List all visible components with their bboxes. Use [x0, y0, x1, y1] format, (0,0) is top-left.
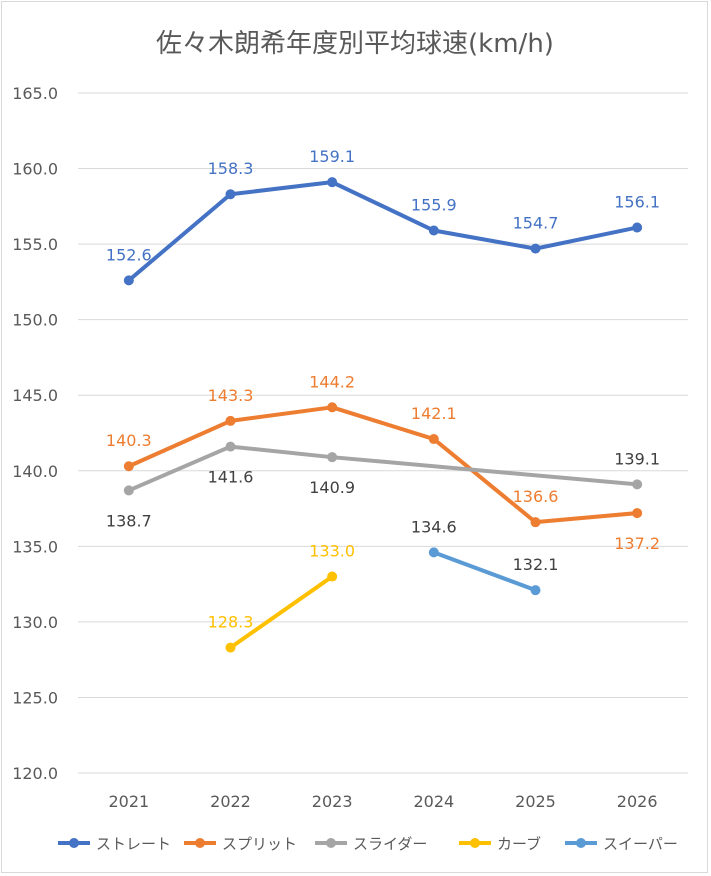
data-point — [632, 479, 643, 490]
data-label: 152.6 — [106, 245, 152, 264]
data-label: 156.1 — [614, 192, 660, 211]
series-line — [431, 550, 538, 593]
grid-lines — [78, 92, 688, 774]
data-point — [225, 642, 236, 653]
data-label: 137.2 — [614, 534, 660, 553]
data-point — [123, 461, 134, 472]
data-point — [225, 189, 236, 200]
data-point — [632, 508, 643, 519]
data-point — [225, 441, 236, 452]
chart-title: 佐々木朗希年度別平均球速(km/h) — [156, 29, 554, 59]
data-label: 139.1 — [614, 449, 660, 468]
x-tick-label: 2025 — [515, 792, 556, 811]
data-label: 159.1 — [309, 147, 355, 166]
y-tick-label: 160.0 — [12, 160, 58, 179]
data-label: 134.6 — [411, 517, 457, 536]
legend-marker — [195, 838, 205, 848]
data-label: 138.7 — [106, 511, 152, 530]
series-スライダー — [123, 441, 643, 496]
data-point — [530, 517, 541, 528]
data-point — [123, 275, 134, 286]
data-labels: 152.6 158.3 159.1 155.9 154.7 156.1 140.3 143.3… — [106, 147, 660, 631]
legend-item: スライダー — [315, 835, 427, 853]
data-label: 154.7 — [513, 214, 559, 233]
legend-item: スイーパー — [565, 835, 678, 853]
legend: ストレート スプリット スライダー カーブ スイーパー — [58, 835, 678, 853]
data-label: 136.6 — [513, 487, 559, 506]
series-スイーパー — [428, 547, 541, 596]
legend-label: ストレート — [96, 835, 171, 853]
y-tick-label: 125.0 — [12, 688, 58, 707]
data-label: 144.2 — [309, 372, 355, 391]
series-group — [123, 177, 643, 653]
x-tick-label: 2023 — [312, 792, 353, 811]
series-カーブ — [225, 571, 338, 653]
x-tick-label: 2026 — [617, 792, 658, 811]
legend-label: カーブ — [497, 835, 541, 853]
data-point — [530, 243, 541, 254]
legend-label: スイーパー — [603, 835, 678, 853]
legend-item: ストレート — [58, 835, 171, 853]
data-label: 132.1 — [513, 555, 559, 574]
data-point — [225, 415, 236, 426]
series-line — [126, 444, 640, 493]
data-point — [428, 547, 439, 558]
data-label: 141.6 — [208, 468, 254, 487]
data-point — [632, 222, 643, 233]
y-axis-ticks: 120.0 125.0 130.0 135.0 140.0 145.0 150.0 155.0… — [12, 84, 58, 783]
y-tick-label: 165.0 — [12, 84, 58, 103]
data-label: 133.0 — [309, 542, 355, 561]
series-line — [228, 574, 335, 650]
legend-label: スライダー — [353, 835, 427, 853]
data-label: 128.3 — [208, 613, 254, 632]
data-label: 142.1 — [411, 404, 457, 423]
data-label: 143.3 — [208, 386, 254, 405]
x-axis-ticks: 2021 2022 2023 2024 2025 2026 — [108, 792, 657, 811]
legend-label: スプリット — [222, 835, 297, 853]
legend-item: スプリット — [184, 835, 297, 853]
series-line — [126, 405, 640, 525]
series-スプリット — [123, 402, 643, 528]
legend-marker — [326, 838, 336, 848]
y-tick-label: 120.0 — [12, 764, 58, 783]
y-tick-label: 140.0 — [12, 462, 58, 481]
data-point — [327, 177, 338, 188]
data-point — [327, 402, 338, 413]
data-point — [530, 585, 541, 596]
legend-marker — [576, 838, 586, 848]
y-tick-label: 145.0 — [12, 386, 58, 405]
legend-marker — [69, 838, 79, 848]
data-label: 158.3 — [208, 159, 254, 178]
series-ストレート — [123, 177, 643, 286]
x-tick-label: 2021 — [108, 792, 149, 811]
legend-marker — [470, 838, 480, 848]
y-tick-label: 155.0 — [12, 235, 58, 254]
legend-item: カーブ — [459, 835, 541, 853]
data-label: 140.3 — [106, 431, 152, 450]
x-tick-label: 2024 — [413, 792, 454, 811]
data-point — [428, 225, 439, 236]
x-tick-label: 2022 — [210, 792, 251, 811]
y-tick-label: 130.0 — [12, 613, 58, 632]
data-point — [428, 434, 439, 445]
y-tick-label: 135.0 — [12, 537, 58, 556]
series-line — [126, 180, 640, 283]
y-tick-label: 150.0 — [12, 311, 58, 330]
data-point — [327, 571, 338, 582]
data-point — [123, 485, 134, 496]
data-point — [327, 452, 338, 463]
data-label: 140.9 — [309, 478, 355, 497]
data-label: 155.9 — [411, 196, 457, 215]
